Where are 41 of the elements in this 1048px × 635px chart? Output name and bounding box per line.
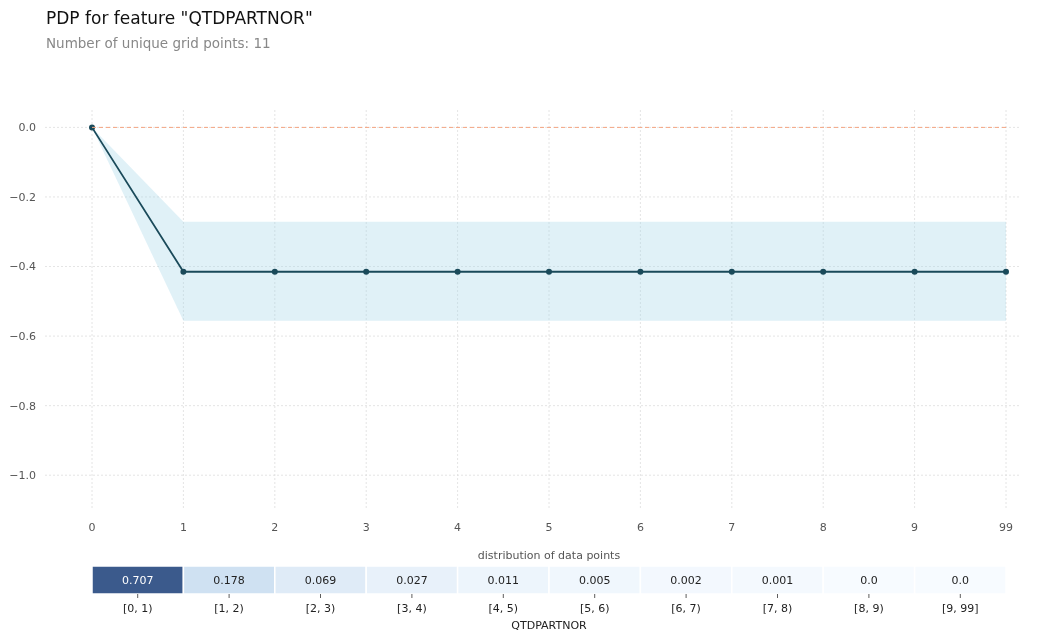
y-tick-label: −0.2 [9, 190, 36, 204]
x-tick-label: [6, 7) [671, 602, 701, 615]
chart-title: PDP for feature "QTDPARTNOR" [46, 8, 313, 28]
x-tick-label: 8 [819, 521, 827, 534]
data-label: 0.069 [304, 573, 337, 587]
data-label: 0.0 [860, 573, 878, 587]
x-tick-label: [3, 4) [397, 602, 427, 615]
x-tick-label: 7 [728, 521, 736, 534]
y-tick-label: −0.6 [9, 329, 36, 343]
chart-subtitle: Number of unique grid points: 11 [46, 35, 271, 51]
x-tick-label: 6 [636, 521, 644, 534]
data-label: 0.0 [951, 573, 970, 587]
x-tick-label: [9, 99] [942, 602, 979, 615]
data-label: 0.005 [578, 573, 611, 587]
x-tick-label: 5 [545, 521, 553, 534]
x-tick-label: 1 [179, 521, 187, 534]
x-tick-label: 4 [454, 521, 462, 534]
data-label: 0.178 [213, 573, 245, 587]
y-tick-label: 0.0 [18, 121, 36, 135]
x-tick-label: 2 [271, 521, 279, 534]
y-tick-label: −0.8 [9, 399, 36, 413]
x-axis-title: QTDPARTNOR [511, 619, 588, 632]
data-label: 0.027 [396, 573, 428, 587]
x-tick-label: [5, 6) [579, 602, 610, 615]
x-tick-label: [8, 9) [854, 602, 884, 615]
x-tick-label: [1, 2) [214, 602, 244, 615]
data-label: 0.001 [761, 573, 794, 587]
x-tick-label: [4, 5) [488, 602, 519, 615]
y-tick-label: −1.0 [9, 469, 36, 483]
x-tick-label: 9 [911, 521, 919, 534]
data-label: 0.002 [670, 573, 702, 587]
data-label: 0.011 [487, 573, 520, 587]
y-tick-label: −0.4 [9, 260, 36, 274]
x-tick-label: 99 [999, 521, 1013, 534]
x-tick-label: [7, 8) [762, 602, 793, 615]
chart-title: distribution of data points [477, 549, 621, 562]
x-tick-label: [0, 1) [122, 602, 153, 615]
x-tick-label: 0 [88, 521, 96, 534]
x-tick-label: [2, 3) [305, 602, 336, 615]
data-label: 0.707 [121, 573, 154, 587]
x-tick-label: 3 [362, 521, 370, 534]
